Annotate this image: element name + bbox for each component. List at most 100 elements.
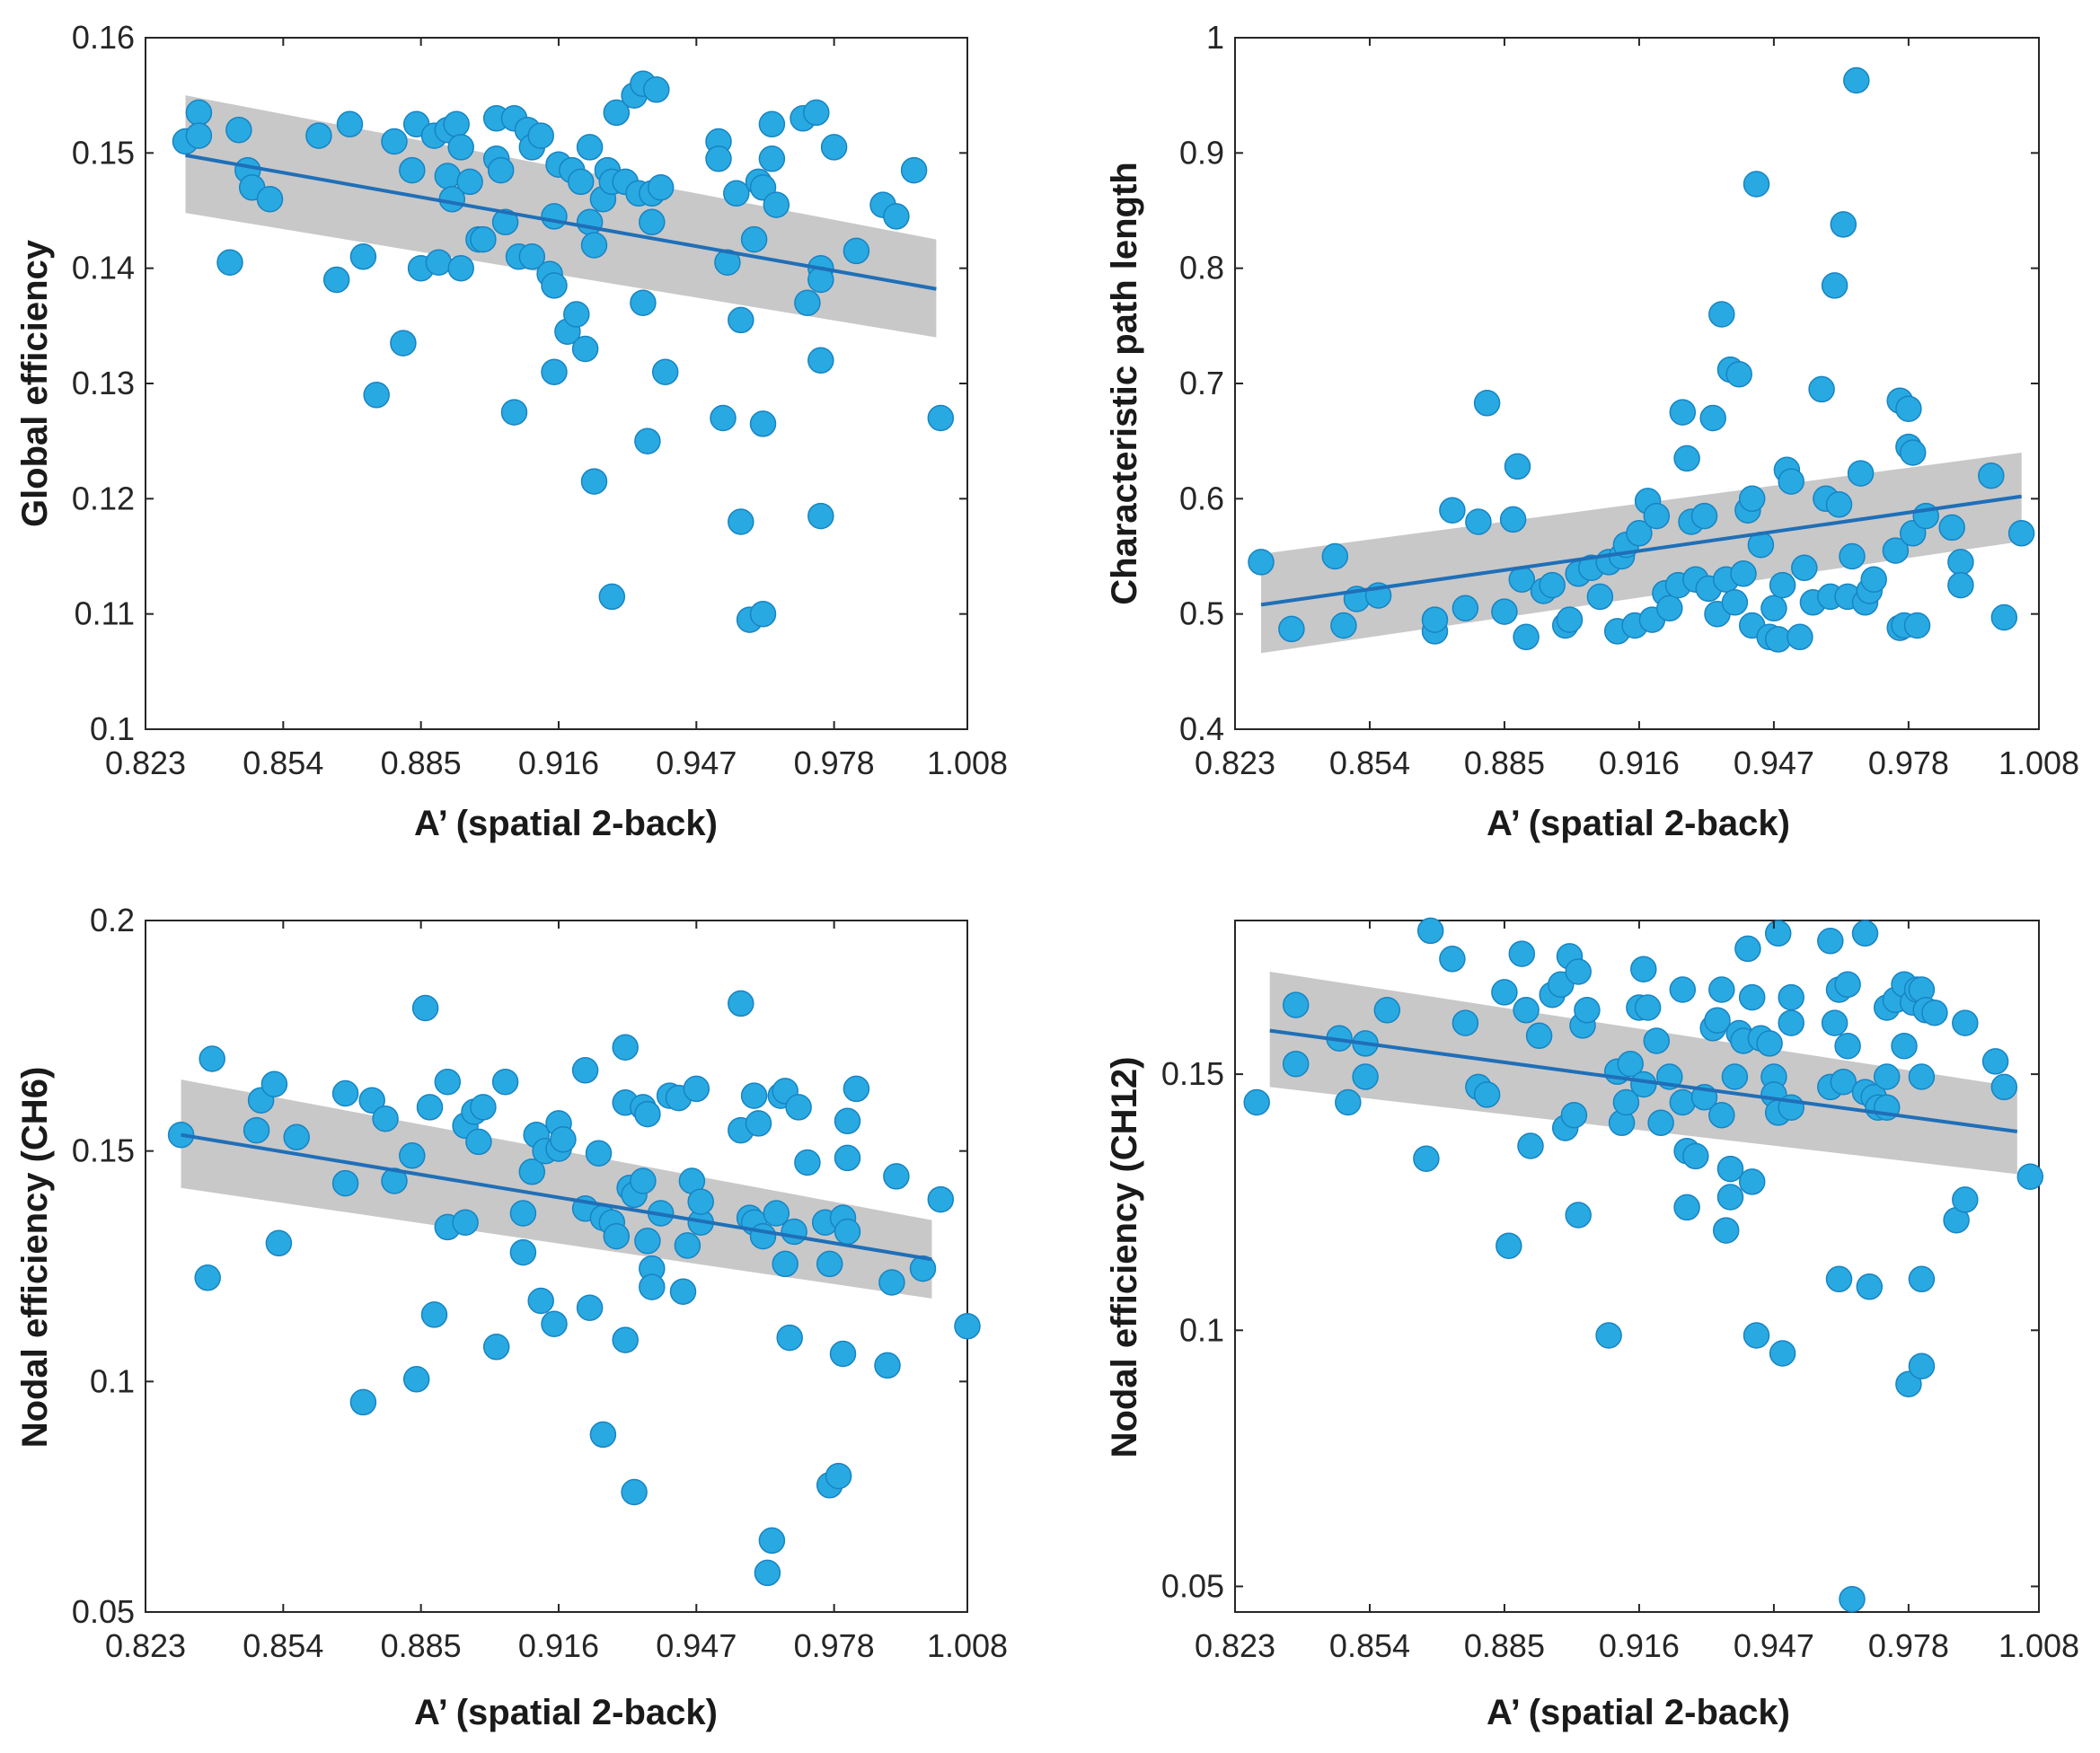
scatter-point <box>1830 211 1857 238</box>
scatter-point <box>1787 623 1813 651</box>
x-tick-label: 1.008 <box>1999 744 2079 781</box>
scatter-point <box>1496 1232 1522 1259</box>
y-tick-label: 0.14 <box>72 250 135 286</box>
scatter-point <box>1947 549 1974 576</box>
scatter-point <box>1712 1217 1740 1244</box>
scatter-point <box>589 1421 617 1449</box>
x-axis-label: A’ (spatial 2-back) <box>1487 1693 1790 1732</box>
scatter-point <box>1808 375 1835 403</box>
x-tick-label: 0.854 <box>243 1627 323 1664</box>
scatter-point <box>470 1094 497 1121</box>
scatter-point <box>1499 506 1527 533</box>
scatter-point <box>443 110 470 138</box>
scatter-point <box>1352 1063 1379 1090</box>
scatter-point <box>1669 1088 1697 1116</box>
scatter-point <box>416 1094 444 1121</box>
scatter-point <box>1821 1009 1849 1036</box>
scatter-point <box>243 1116 270 1144</box>
scatter-point <box>1908 1265 1936 1293</box>
scatter-point <box>1704 1007 1731 1034</box>
scatter-point <box>1843 66 1870 94</box>
scatter-point <box>1330 612 1357 639</box>
scatter-point <box>509 1200 537 1227</box>
scatter-point <box>363 382 390 409</box>
scatter-point <box>541 203 568 230</box>
scatter-point <box>216 249 243 276</box>
scatter-point <box>1612 1088 1640 1116</box>
scatter-point <box>728 508 754 535</box>
scatter-point <box>634 1100 661 1128</box>
scatter-point <box>500 399 528 426</box>
scatter-point <box>541 358 568 385</box>
y-tick-label: 0.4 <box>1179 710 1224 747</box>
scatter-point <box>754 1559 781 1587</box>
scatter-point <box>199 1045 225 1072</box>
y-tick-label: 0.7 <box>1179 365 1224 401</box>
scatter-point <box>630 1167 657 1194</box>
scatter-point <box>1525 1022 1553 1050</box>
scatter-point <box>381 128 408 155</box>
scatter-point <box>1335 1088 1362 1116</box>
scatter-point <box>1278 615 1305 643</box>
scatter-point <box>1952 1186 1979 1213</box>
scatter-point <box>1834 971 1861 999</box>
scatter-point <box>470 225 497 253</box>
scatter-point <box>1282 1050 1310 1078</box>
x-tick-label: 0.854 <box>1329 1627 1410 1664</box>
scatter-point <box>834 1107 861 1135</box>
scatter-point <box>1895 1370 1922 1397</box>
scatter-point <box>874 1352 901 1379</box>
regression-line <box>1260 494 2022 607</box>
scatter-point <box>1556 606 1584 633</box>
scatter-point <box>825 1462 852 1490</box>
scatter-point <box>527 1287 554 1315</box>
scatter-point <box>714 249 741 276</box>
x-tick-label: 1.008 <box>927 1627 1008 1664</box>
scatter-point <box>647 174 675 201</box>
scatter-point <box>1451 595 1479 622</box>
scatter-point <box>612 1326 639 1353</box>
scatter-point <box>1669 976 1697 1003</box>
scatter-point <box>1882 537 1910 564</box>
scatter-point <box>758 145 786 172</box>
scatter-point <box>1586 583 1614 611</box>
scatter-point <box>1738 1168 1766 1195</box>
scatter-point <box>390 330 417 357</box>
scatter-point <box>576 208 604 236</box>
scatter-point <box>265 1229 293 1257</box>
y-tick-label: 0.16 <box>72 19 135 56</box>
scatter-point <box>518 1158 546 1185</box>
x-tick-label: 0.885 <box>381 1627 462 1664</box>
y-tick-label: 0.1 <box>1179 1311 1224 1348</box>
scatter-point <box>1504 453 1531 480</box>
scatter-point <box>1778 1009 1804 1036</box>
scatter-point <box>571 335 599 363</box>
scatter-point <box>1738 485 1766 513</box>
scatter-point <box>1856 1273 1884 1300</box>
scatter-point <box>794 1149 821 1176</box>
scatter-point <box>1764 920 1792 947</box>
scatter-point <box>683 1075 710 1103</box>
scatter-point <box>927 404 955 432</box>
scatter-point <box>1513 623 1540 651</box>
x-tick-label: 0.978 <box>794 744 875 781</box>
scatter-point <box>1647 1109 1674 1137</box>
scatter-point <box>807 502 834 530</box>
y-tick-label: 0.15 <box>72 1132 135 1169</box>
scatter-point <box>1517 1132 1544 1159</box>
scatter-point <box>1825 491 1853 518</box>
scatter-point <box>1725 360 1752 388</box>
scatter-point <box>630 289 657 316</box>
scatter-point <box>758 110 786 138</box>
scatter-point <box>425 249 453 276</box>
scatter-point <box>723 180 750 207</box>
scatter-point <box>1626 520 1653 547</box>
scatter-point <box>1903 612 1931 639</box>
scatter-point <box>567 168 595 196</box>
scatter-point <box>283 1123 310 1151</box>
scatter-point <box>1730 560 1757 587</box>
scatter-point <box>1565 958 1592 985</box>
scatter-point <box>669 1278 697 1305</box>
scatter-point <box>1413 1145 1440 1172</box>
